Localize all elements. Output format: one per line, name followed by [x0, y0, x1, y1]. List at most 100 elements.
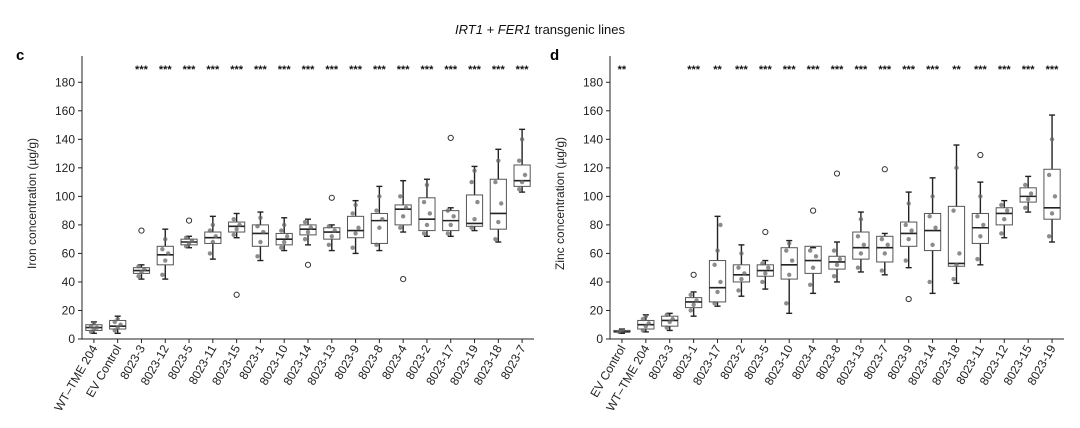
- data-point: [855, 234, 861, 239]
- significance-label: ***: [183, 64, 197, 76]
- significance-label: ***: [492, 64, 506, 76]
- data-point: [789, 258, 795, 263]
- data-point: [88, 329, 94, 335]
- data-point: [688, 308, 693, 313]
- box-group: [1019, 175, 1037, 213]
- data-point: [715, 289, 720, 295]
- data-point: [858, 251, 864, 256]
- data-point: [472, 216, 477, 222]
- box-group: [204, 215, 222, 260]
- y-tick-label: 80: [590, 218, 604, 232]
- outlier-point: [810, 207, 817, 214]
- y-tick-label: 0: [596, 332, 603, 346]
- y-tick-label: 120: [55, 161, 75, 175]
- box-iqr: [708, 260, 727, 303]
- data-point: [377, 194, 382, 199]
- outlier-point: [905, 295, 912, 303]
- data-point: [255, 254, 260, 259]
- significance-label: **: [713, 64, 722, 76]
- box-iqr: [370, 212, 388, 244]
- data-point: [451, 214, 456, 219]
- significance-label: ***: [998, 64, 1012, 76]
- data-point: [421, 231, 427, 236]
- data-point: [210, 222, 216, 228]
- box-iqr: [1019, 187, 1037, 203]
- box-iqr: [780, 247, 798, 280]
- data-point: [999, 231, 1004, 236]
- data-point: [350, 245, 355, 250]
- box-iqr: [513, 164, 531, 187]
- data-point: [1049, 137, 1055, 142]
- box-group: [947, 144, 966, 285]
- significance-label: ***: [325, 64, 339, 76]
- box-group: [370, 185, 388, 252]
- box-group: [394, 179, 412, 283]
- data-point: [231, 216, 236, 222]
- y-tick-label: 0: [68, 332, 75, 346]
- data-point: [279, 245, 284, 250]
- data-point: [403, 205, 409, 210]
- data-point: [640, 328, 646, 333]
- data-point: [957, 251, 962, 256]
- box-group: [513, 128, 531, 193]
- data-point: [445, 231, 451, 236]
- data-point: [927, 279, 932, 285]
- data-point: [643, 323, 649, 329]
- box-group: [876, 166, 894, 276]
- data-point: [183, 244, 189, 249]
- data-point: [139, 269, 144, 275]
- data-point: [302, 219, 308, 225]
- data-point: [374, 208, 379, 213]
- box-group: [1043, 114, 1061, 243]
- y-tick-label: 120: [583, 161, 603, 175]
- box-iqr: [323, 227, 341, 240]
- data-point: [837, 256, 843, 262]
- data-point: [207, 228, 213, 233]
- data-point: [930, 242, 935, 248]
- figure-title: IRT1 + FER1 transgenic lines: [0, 22, 1080, 37]
- data-point: [1028, 191, 1034, 196]
- data-point: [906, 201, 911, 206]
- box-group: [323, 194, 341, 252]
- data-point: [326, 224, 332, 229]
- data-point: [718, 222, 723, 228]
- significance-label: ***: [206, 64, 220, 76]
- title-plus: +: [482, 22, 498, 37]
- data-point: [978, 234, 983, 239]
- data-point: [861, 242, 867, 248]
- significance-label: ***: [254, 64, 268, 76]
- box-group: [109, 315, 127, 334]
- data-point: [736, 288, 741, 293]
- box-group: [132, 227, 151, 280]
- outlier-point: [138, 227, 145, 234]
- y-axis-label: Iron concentration (µg/g): [25, 138, 39, 269]
- box-group: [442, 134, 460, 238]
- data-point: [739, 251, 744, 256]
- significance-label: ***: [397, 64, 411, 76]
- box-group: [804, 207, 822, 295]
- data-point: [834, 262, 840, 268]
- data-point: [308, 225, 314, 230]
- data-point: [165, 251, 171, 256]
- data-point: [424, 182, 430, 188]
- data-point: [305, 229, 311, 235]
- significance-label: ***: [444, 64, 458, 76]
- significance-label: ***: [878, 64, 892, 76]
- box-group: [756, 228, 774, 290]
- box-group: [637, 313, 655, 333]
- data-point: [736, 265, 741, 270]
- data-point: [519, 137, 525, 142]
- outlier-point: [881, 166, 888, 173]
- box-iqr: [661, 315, 679, 327]
- box-group: [251, 211, 270, 262]
- y-tick-label: 60: [590, 246, 604, 260]
- data-point: [380, 216, 385, 222]
- data-point: [909, 228, 914, 233]
- data-point: [115, 316, 120, 322]
- significance-label: **: [952, 64, 961, 76]
- significance-label: ***: [278, 64, 292, 76]
- significance-label: ***: [1046, 64, 1060, 76]
- data-point: [694, 298, 699, 303]
- data-point: [691, 302, 696, 307]
- data-point: [183, 235, 189, 240]
